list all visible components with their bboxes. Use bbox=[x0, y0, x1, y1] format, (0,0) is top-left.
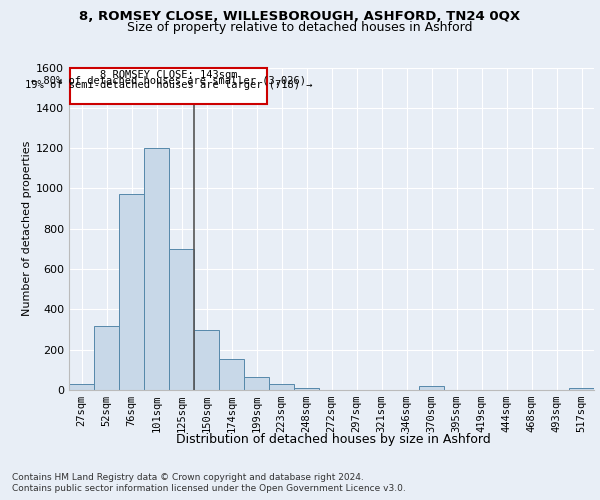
Bar bbox=[294, 388, 319, 390]
Bar bbox=[70, 68, 266, 104]
Bar bbox=[194, 330, 219, 390]
Text: 8 ROMSEY CLOSE: 143sqm: 8 ROMSEY CLOSE: 143sqm bbox=[100, 70, 237, 80]
Text: Distribution of detached houses by size in Ashford: Distribution of detached houses by size … bbox=[176, 432, 490, 446]
Text: 19% of semi-detached houses are larger (718) →: 19% of semi-detached houses are larger (… bbox=[25, 80, 312, 90]
Bar bbox=[244, 377, 269, 390]
Text: 8, ROMSEY CLOSE, WILLESBOROUGH, ASHFORD, TN24 0QX: 8, ROMSEY CLOSE, WILLESBOROUGH, ASHFORD,… bbox=[79, 10, 521, 23]
Text: ← 80% of detached houses are smaller (3,026): ← 80% of detached houses are smaller (3,… bbox=[31, 75, 306, 85]
Text: Contains HM Land Registry data © Crown copyright and database right 2024.: Contains HM Land Registry data © Crown c… bbox=[12, 472, 364, 482]
Bar bbox=[144, 148, 169, 390]
Y-axis label: Number of detached properties: Number of detached properties bbox=[22, 141, 32, 316]
Text: Size of property relative to detached houses in Ashford: Size of property relative to detached ho… bbox=[127, 21, 473, 34]
Text: Contains public sector information licensed under the Open Government Licence v3: Contains public sector information licen… bbox=[12, 484, 406, 493]
Bar bbox=[69, 384, 94, 390]
Bar bbox=[269, 384, 294, 390]
Bar bbox=[419, 386, 444, 390]
Bar bbox=[219, 359, 244, 390]
Bar bbox=[569, 388, 594, 390]
Bar bbox=[169, 249, 194, 390]
Bar bbox=[119, 194, 144, 390]
Bar bbox=[94, 326, 119, 390]
